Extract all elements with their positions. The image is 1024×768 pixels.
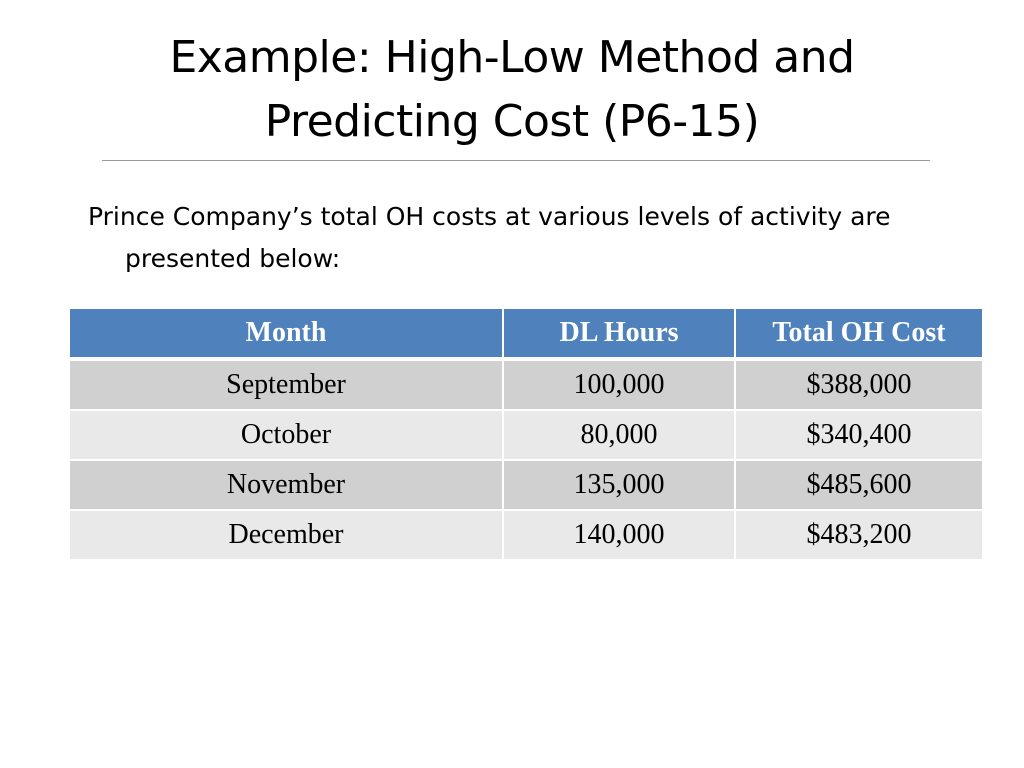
cell-total-oh-cost: $483,200 [734,509,984,561]
oh-cost-table: Month DL Hours Total OH Cost September 1… [68,307,984,561]
cell-total-oh-cost: $485,600 [734,459,984,511]
cell-month: October [68,409,504,461]
header-total-oh-cost: Total OH Cost [734,307,984,361]
table-row: October 80,000 $340,400 [68,409,984,461]
cell-month: December [68,509,504,561]
cell-month: September [68,358,504,411]
cell-total-oh-cost: $340,400 [734,409,984,461]
cell-month: November [68,459,504,511]
body-text: Prince Company’s total OH costs at vario… [88,202,891,273]
slide-title: Example: High-Low Method and Predicting … [60,26,964,154]
header-dl-hours: DL Hours [502,307,736,361]
cell-total-oh-cost: $388,000 [734,358,984,411]
cell-dl-hours: 140,000 [502,509,736,561]
table-row: November 135,000 $485,600 [68,459,984,511]
slide-title-line-1: Example: High-Low Method and [169,32,855,83]
slide-title-line-2: Predicting Cost (P6-15) [264,96,760,147]
title-divider [102,160,930,161]
cell-dl-hours: 80,000 [502,409,736,461]
cell-dl-hours: 135,000 [502,459,736,511]
table-header-row: Month DL Hours Total OH Cost [68,307,984,361]
oh-cost-table-container: Month DL Hours Total OH Cost September 1… [68,307,984,561]
cell-dl-hours: 100,000 [502,358,736,411]
header-month: Month [68,307,504,361]
table-row: September 100,000 $388,000 [68,358,984,411]
table-row: December 140,000 $483,200 [68,509,984,561]
